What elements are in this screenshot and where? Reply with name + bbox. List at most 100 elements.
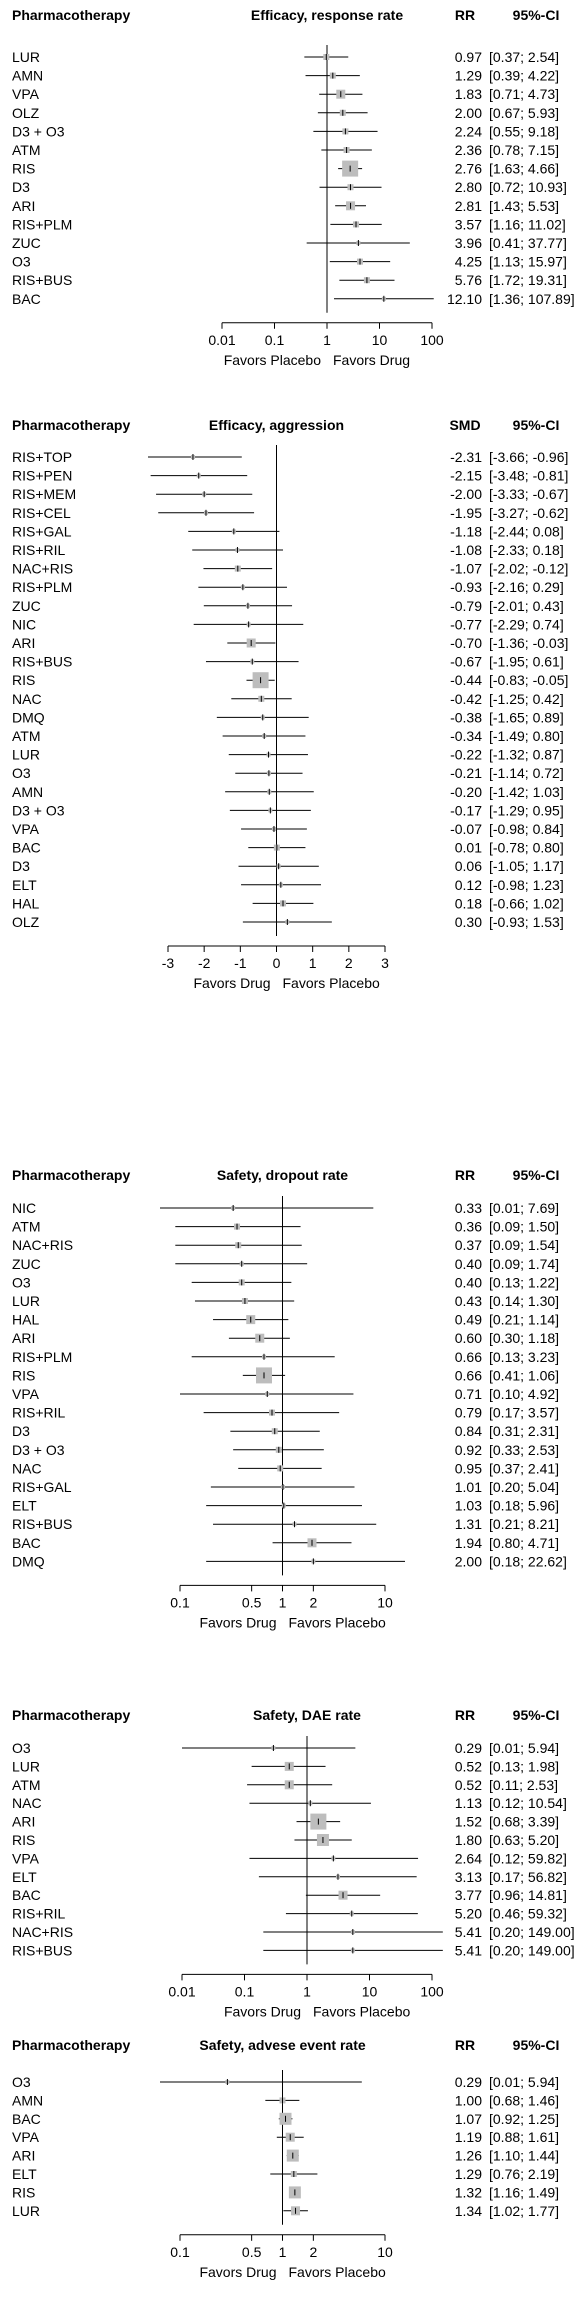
panel-title: Safety, DAE rate bbox=[253, 1707, 361, 1723]
estimate-value: -1.08 bbox=[450, 542, 482, 558]
panel-title: Efficacy, aggression bbox=[209, 417, 344, 433]
x-axis-tick-label: 10 bbox=[377, 2244, 393, 2260]
ci-value: [0.41; 1.06] bbox=[489, 1367, 559, 1383]
row-label: ELT bbox=[12, 1498, 37, 1514]
column-header-ci: 95%-CI bbox=[513, 417, 560, 433]
row-label: DMQ bbox=[12, 709, 45, 725]
ci-value: [0.88; 1.61] bbox=[489, 2129, 559, 2145]
row-label: ATM bbox=[12, 728, 41, 744]
estimate-value: 1.52 bbox=[455, 1814, 482, 1830]
x-axis-tick-label: 1 bbox=[279, 2244, 287, 2260]
ci-value: [-2.16; 0.29] bbox=[489, 579, 564, 595]
estimate-value: -0.34 bbox=[450, 728, 482, 744]
estimate-value: 1.31 bbox=[455, 1516, 482, 1532]
estimate-value: -0.70 bbox=[450, 635, 482, 651]
column-header-ci: 95%-CI bbox=[513, 1707, 560, 1723]
x-axis-tick-label: 0.01 bbox=[168, 1983, 195, 1999]
ci-value: [-1.25; 0.42] bbox=[489, 691, 564, 707]
estimate-value: 5.41 bbox=[455, 1924, 482, 1940]
x-axis-tick-label: 0 bbox=[273, 955, 281, 971]
estimate-value: -0.20 bbox=[450, 784, 482, 800]
panel-title: Efficacy, response rate bbox=[251, 7, 403, 23]
row-label: NIC bbox=[12, 1200, 36, 1216]
estimate-value: 2.36 bbox=[455, 142, 482, 158]
row-label: LUR bbox=[12, 49, 40, 65]
row-label: NAC+RIS bbox=[12, 1924, 73, 1940]
column-header-estimate: RR bbox=[455, 2037, 475, 2053]
ci-value: [-1.36; -0.03] bbox=[489, 635, 568, 651]
estimate-value: 0.92 bbox=[455, 1442, 482, 1458]
favors-left-label: Favors Drug bbox=[199, 1614, 276, 1630]
estimate-value: -0.79 bbox=[450, 598, 482, 614]
column-header-estimate: RR bbox=[455, 7, 475, 23]
estimate-value: 12.10 bbox=[447, 291, 482, 307]
estimate-value: -0.07 bbox=[450, 821, 482, 837]
ci-value: [-3.27; -0.62] bbox=[489, 505, 568, 521]
x-axis-tick-label: -3 bbox=[162, 955, 175, 971]
row-label: AMN bbox=[12, 68, 43, 84]
column-header-estimate: RR bbox=[455, 1707, 475, 1723]
column-header-pharmacotherapy: Pharmacotherapy bbox=[12, 2037, 130, 2053]
estimate-value: 1.80 bbox=[455, 1832, 482, 1848]
ci-value: [0.10; 4.92] bbox=[489, 1386, 559, 1402]
estimate-value: 0.60 bbox=[455, 1330, 482, 1346]
row-label: AMN bbox=[12, 784, 43, 800]
column-header-ci: 95%-CI bbox=[513, 1167, 560, 1183]
estimate-value: 0.06 bbox=[455, 858, 482, 874]
x-axis-tick-label: -1 bbox=[234, 955, 247, 971]
panel-title: Safety, dropout rate bbox=[217, 1167, 348, 1183]
row-label: NAC bbox=[12, 1795, 42, 1811]
ci-value: [0.09; 1.50] bbox=[489, 1219, 559, 1235]
row-label: ARI bbox=[12, 1330, 35, 1346]
ci-value: [0.13; 1.22] bbox=[489, 1274, 559, 1290]
row-label: BAC bbox=[12, 2111, 41, 2127]
x-axis-tick-label: 1 bbox=[303, 1983, 311, 1999]
row-label: VPA bbox=[12, 821, 40, 837]
row-label: RIS+BUS bbox=[12, 272, 72, 288]
x-axis-tick-label: 10 bbox=[372, 332, 388, 348]
row-label: LUR bbox=[12, 2203, 40, 2219]
estimate-value: 3.96 bbox=[455, 235, 482, 251]
estimate-value: 1.83 bbox=[455, 86, 482, 102]
ci-value: [-0.98; 0.84] bbox=[489, 821, 564, 837]
row-label: BAC bbox=[12, 840, 41, 856]
estimate-value: 0.52 bbox=[455, 1777, 482, 1793]
row-label: RIS bbox=[12, 1367, 35, 1383]
row-label: VPA bbox=[12, 1386, 40, 1402]
estimate-value: 1.29 bbox=[455, 2166, 482, 2182]
row-label: HAL bbox=[12, 895, 39, 911]
row-label: VPA bbox=[12, 1850, 40, 1866]
estimate-value: 0.84 bbox=[455, 1423, 482, 1439]
ci-value: [-3.66; -0.96] bbox=[489, 449, 568, 465]
x-axis-tick-label: 2 bbox=[345, 955, 353, 971]
row-label: RIS+CEL bbox=[12, 505, 71, 521]
favors-left-label: Favors Placebo bbox=[224, 352, 321, 368]
estimate-value: 3.13 bbox=[455, 1869, 482, 1885]
row-label: BAC bbox=[12, 1887, 41, 1903]
favors-right-label: Favors Placebo bbox=[313, 2003, 410, 2019]
ci-value: [-1.14; 0.72] bbox=[489, 765, 564, 781]
ci-value: [-2.44; 0.08] bbox=[489, 523, 564, 539]
estimate-value: 1.07 bbox=[455, 2111, 482, 2127]
ci-value: [-1.42; 1.03] bbox=[489, 784, 564, 800]
ci-value: [0.21; 8.21] bbox=[489, 1516, 559, 1532]
row-label: O3 bbox=[12, 2074, 31, 2090]
ci-value: [-0.66; 1.02] bbox=[489, 895, 564, 911]
x-axis-tick-label: 0.1 bbox=[170, 2244, 190, 2260]
ci-value: [0.80; 4.71] bbox=[489, 1535, 559, 1551]
favors-right-label: Favors Drug bbox=[333, 352, 410, 368]
ci-value: [-0.83; -0.05] bbox=[489, 672, 568, 688]
ci-value: [-1.05; 1.17] bbox=[489, 858, 564, 874]
favors-right-label: Favors Placebo bbox=[289, 2264, 386, 2280]
x-axis-tick-label: 2 bbox=[309, 1594, 317, 1610]
column-header-estimate: SMD bbox=[449, 417, 480, 433]
row-label: RIS bbox=[12, 1832, 35, 1848]
ci-value: [0.09; 1.74] bbox=[489, 1256, 559, 1272]
ci-value: [1.36; 107.89] bbox=[489, 291, 575, 307]
ci-value: [-1.65; 0.89] bbox=[489, 709, 564, 725]
row-label: RIS bbox=[12, 161, 35, 177]
ci-value: [0.01; 5.94] bbox=[489, 2074, 559, 2090]
ci-value: [0.12; 59.82] bbox=[489, 1850, 567, 1866]
estimate-value: 0.12 bbox=[455, 877, 482, 893]
estimate-value: 0.33 bbox=[455, 1200, 482, 1216]
